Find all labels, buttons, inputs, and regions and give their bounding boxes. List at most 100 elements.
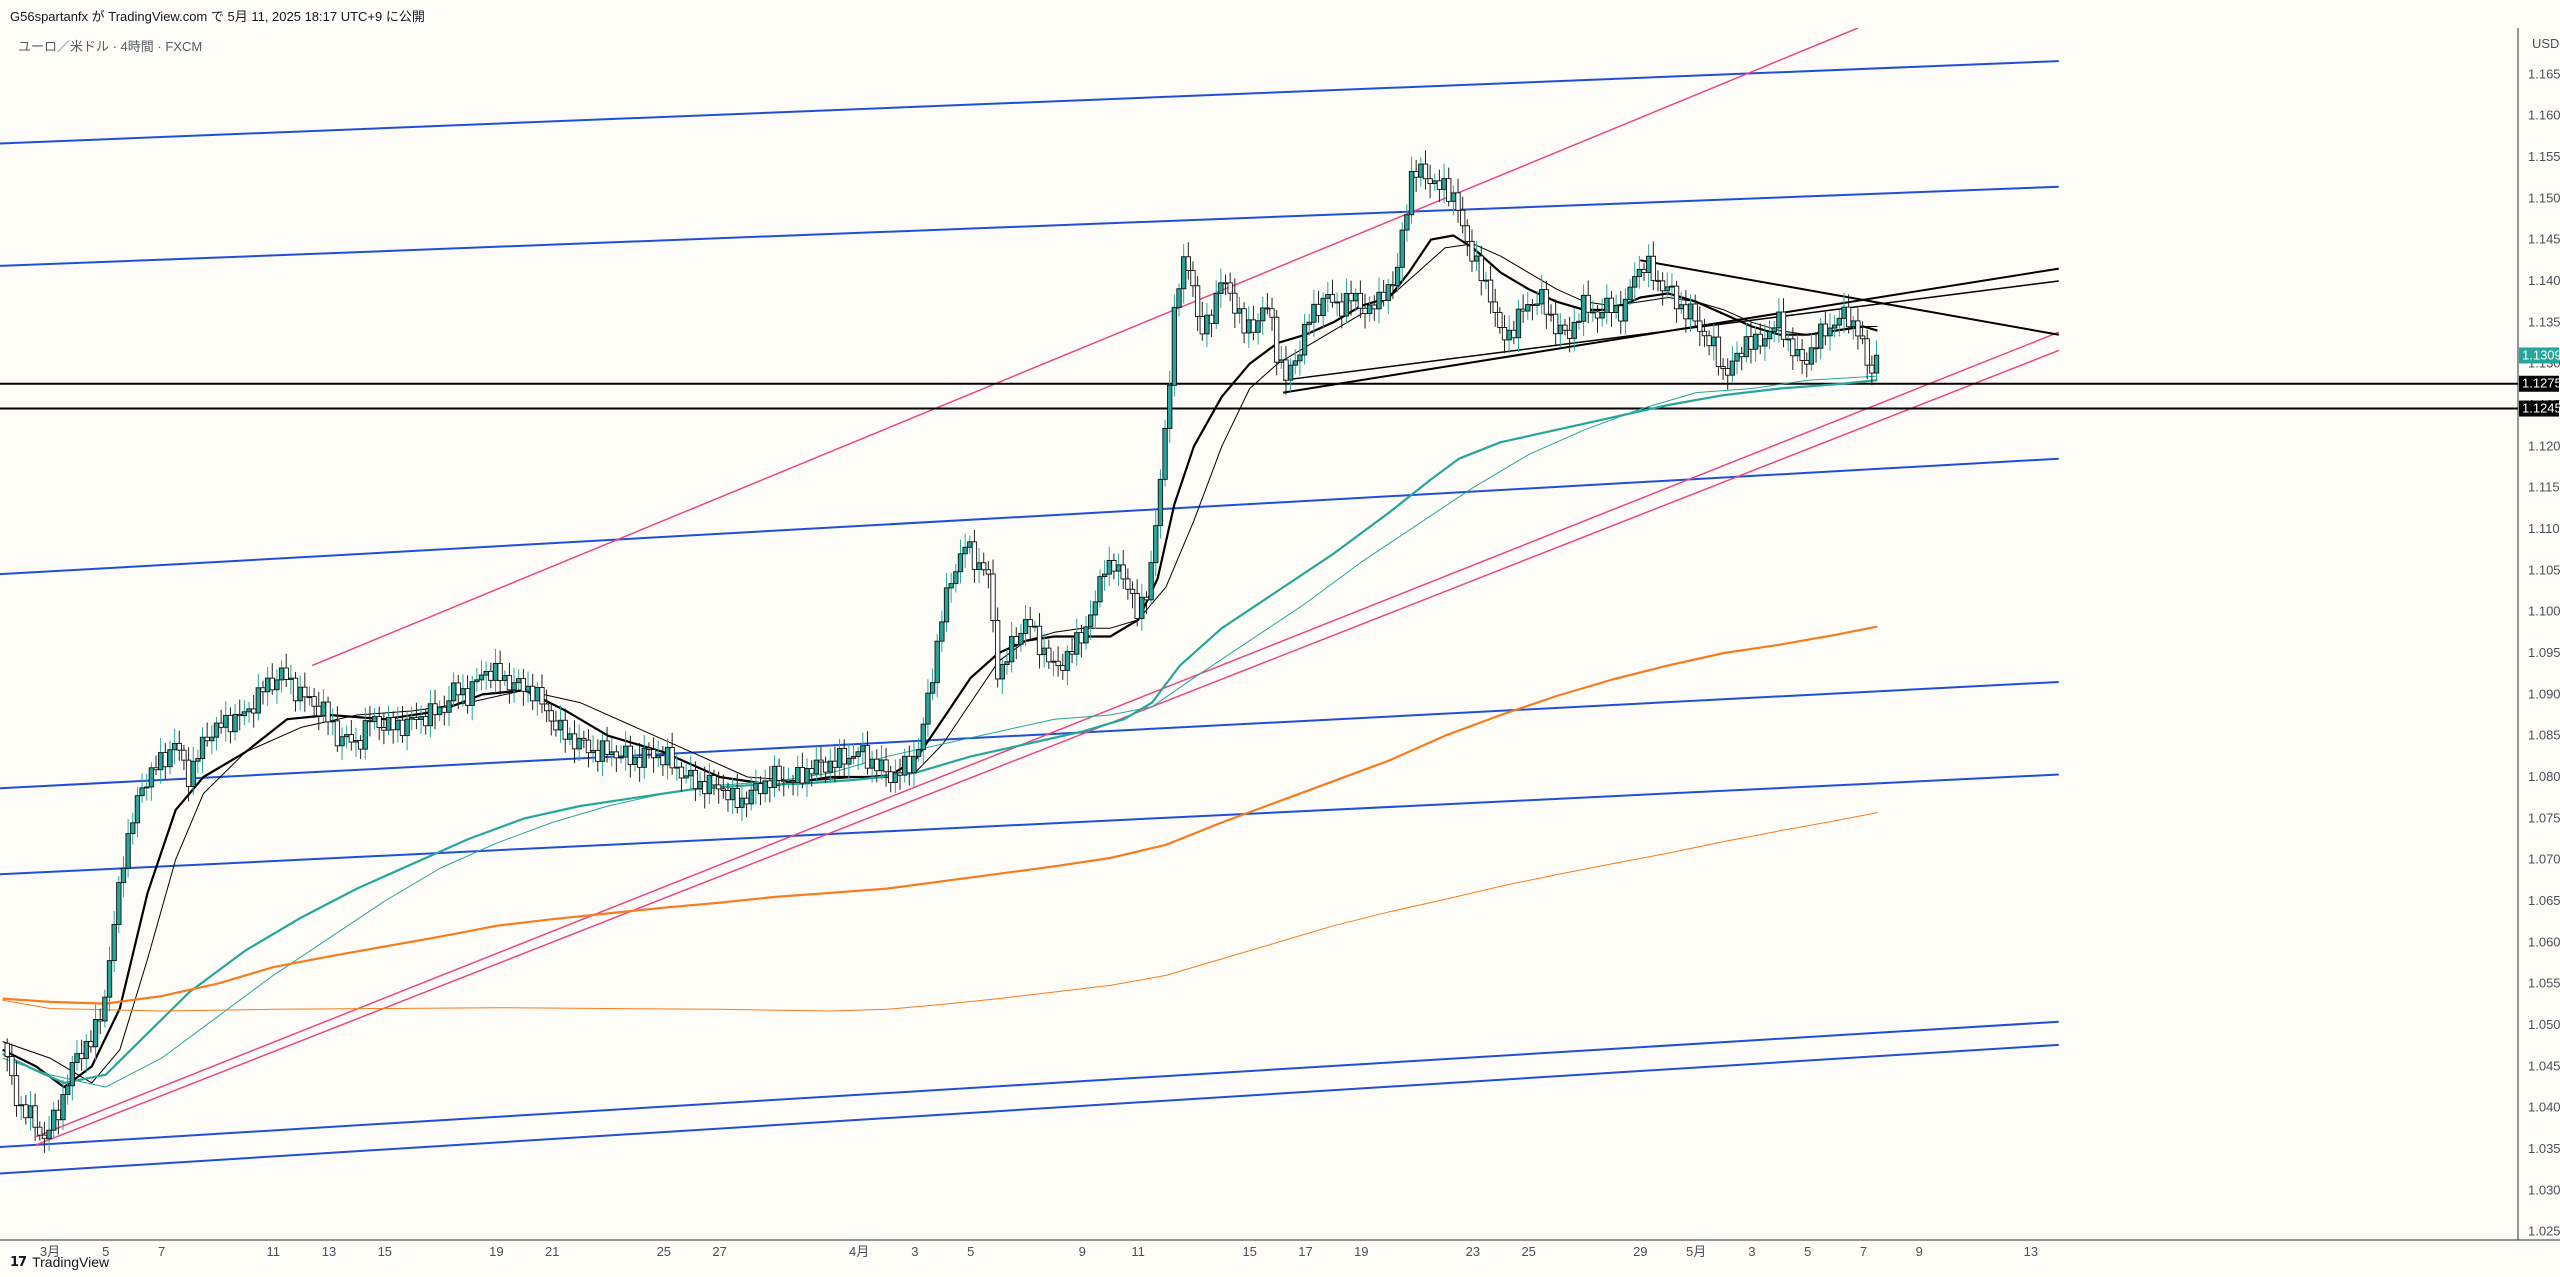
candle xyxy=(562,708,568,753)
candle xyxy=(1762,323,1768,361)
candle-body xyxy=(688,769,694,777)
candle-body xyxy=(1613,305,1619,313)
candle xyxy=(1204,302,1210,347)
candle xyxy=(9,1043,15,1085)
candle xyxy=(1678,292,1684,315)
candle xyxy=(1171,294,1178,397)
candle xyxy=(943,573,950,632)
candle xyxy=(841,739,847,776)
candle xyxy=(1534,290,1540,316)
candle-body xyxy=(450,682,457,702)
candle-body xyxy=(1618,305,1624,322)
candle-body xyxy=(474,679,480,683)
candle-body xyxy=(9,1056,15,1077)
candle xyxy=(1292,349,1298,375)
candle-body xyxy=(669,746,675,769)
candle-body xyxy=(199,736,206,760)
candle xyxy=(330,708,336,736)
candle xyxy=(716,771,722,804)
candle-body xyxy=(1111,559,1117,572)
candle xyxy=(1659,272,1666,306)
candle-body xyxy=(1115,564,1122,572)
candle-body xyxy=(1655,279,1661,282)
candle xyxy=(1283,346,1289,395)
candle xyxy=(283,653,289,687)
candle-body xyxy=(827,760,833,773)
candle-body xyxy=(418,716,424,720)
candle-body xyxy=(395,719,401,731)
candle-body xyxy=(46,1129,52,1140)
candle xyxy=(1590,300,1596,322)
candle-body xyxy=(883,759,889,773)
candle-body xyxy=(227,714,234,733)
candle-body xyxy=(1380,291,1387,301)
candle xyxy=(864,731,871,775)
moving-average-3 xyxy=(2,375,1878,1088)
candle-body xyxy=(976,562,982,570)
candle-body xyxy=(385,717,392,731)
candle-body xyxy=(264,677,271,693)
candle xyxy=(190,746,196,795)
symbol-legend[interactable]: ユーロ／米ドル · 4時間 · FXCM xyxy=(18,39,203,54)
candle xyxy=(1241,302,1247,344)
candle xyxy=(1055,646,1061,677)
candle-body xyxy=(1799,349,1805,361)
candle xyxy=(227,707,234,744)
candle-body xyxy=(683,775,689,779)
candle-body xyxy=(1692,303,1698,322)
candle-body xyxy=(846,757,852,765)
candle-body xyxy=(330,720,336,723)
candle xyxy=(1715,322,1722,376)
candle xyxy=(878,745,885,780)
candle-body xyxy=(1246,319,1252,334)
candle xyxy=(1185,242,1191,280)
candle-body xyxy=(371,716,378,723)
candle xyxy=(1734,341,1740,375)
candle xyxy=(181,744,187,771)
candle-body xyxy=(283,667,289,680)
candle xyxy=(162,743,168,780)
candle xyxy=(590,735,596,763)
candle-body xyxy=(1622,298,1629,322)
candle-body xyxy=(1004,661,1010,666)
tradingview-logo[interactable]: 17 TradingView xyxy=(10,1254,109,1270)
candle-body xyxy=(60,1094,66,1121)
candle-body xyxy=(576,737,582,750)
candle xyxy=(962,533,968,569)
publish-info: G56spartanfx が TradingView.com で 5月 11, … xyxy=(10,9,425,24)
candle-body xyxy=(1715,336,1722,367)
candle xyxy=(1036,613,1043,669)
candle-body xyxy=(1143,596,1150,601)
trendline-5 xyxy=(0,1020,2059,1149)
candle xyxy=(669,732,675,775)
candle xyxy=(78,1039,85,1071)
candle-body xyxy=(1427,178,1433,185)
candle xyxy=(492,648,499,693)
candle xyxy=(55,1099,62,1135)
candle xyxy=(288,664,294,695)
candle-body xyxy=(943,587,950,623)
candle-body xyxy=(1478,255,1484,282)
candle-body xyxy=(348,734,354,743)
candle xyxy=(74,1039,80,1071)
candle-body xyxy=(185,759,192,787)
candle-body xyxy=(553,720,559,731)
candle-body xyxy=(985,569,992,575)
candle-body xyxy=(957,553,964,573)
candle-body xyxy=(469,681,475,706)
candle-body xyxy=(697,781,703,790)
candle-body xyxy=(1227,282,1233,294)
candle-body xyxy=(1594,311,1601,319)
candle xyxy=(1260,296,1266,336)
x-tick-label: 25 xyxy=(1521,1244,1535,1259)
candle-body xyxy=(1460,209,1466,227)
candle-body xyxy=(604,740,610,755)
candle-body xyxy=(218,722,224,728)
candle-body xyxy=(1362,307,1368,315)
candle-body xyxy=(316,705,322,717)
candle xyxy=(762,769,768,803)
candle xyxy=(1501,315,1508,354)
candle xyxy=(1278,345,1284,369)
candle-body xyxy=(320,701,327,717)
